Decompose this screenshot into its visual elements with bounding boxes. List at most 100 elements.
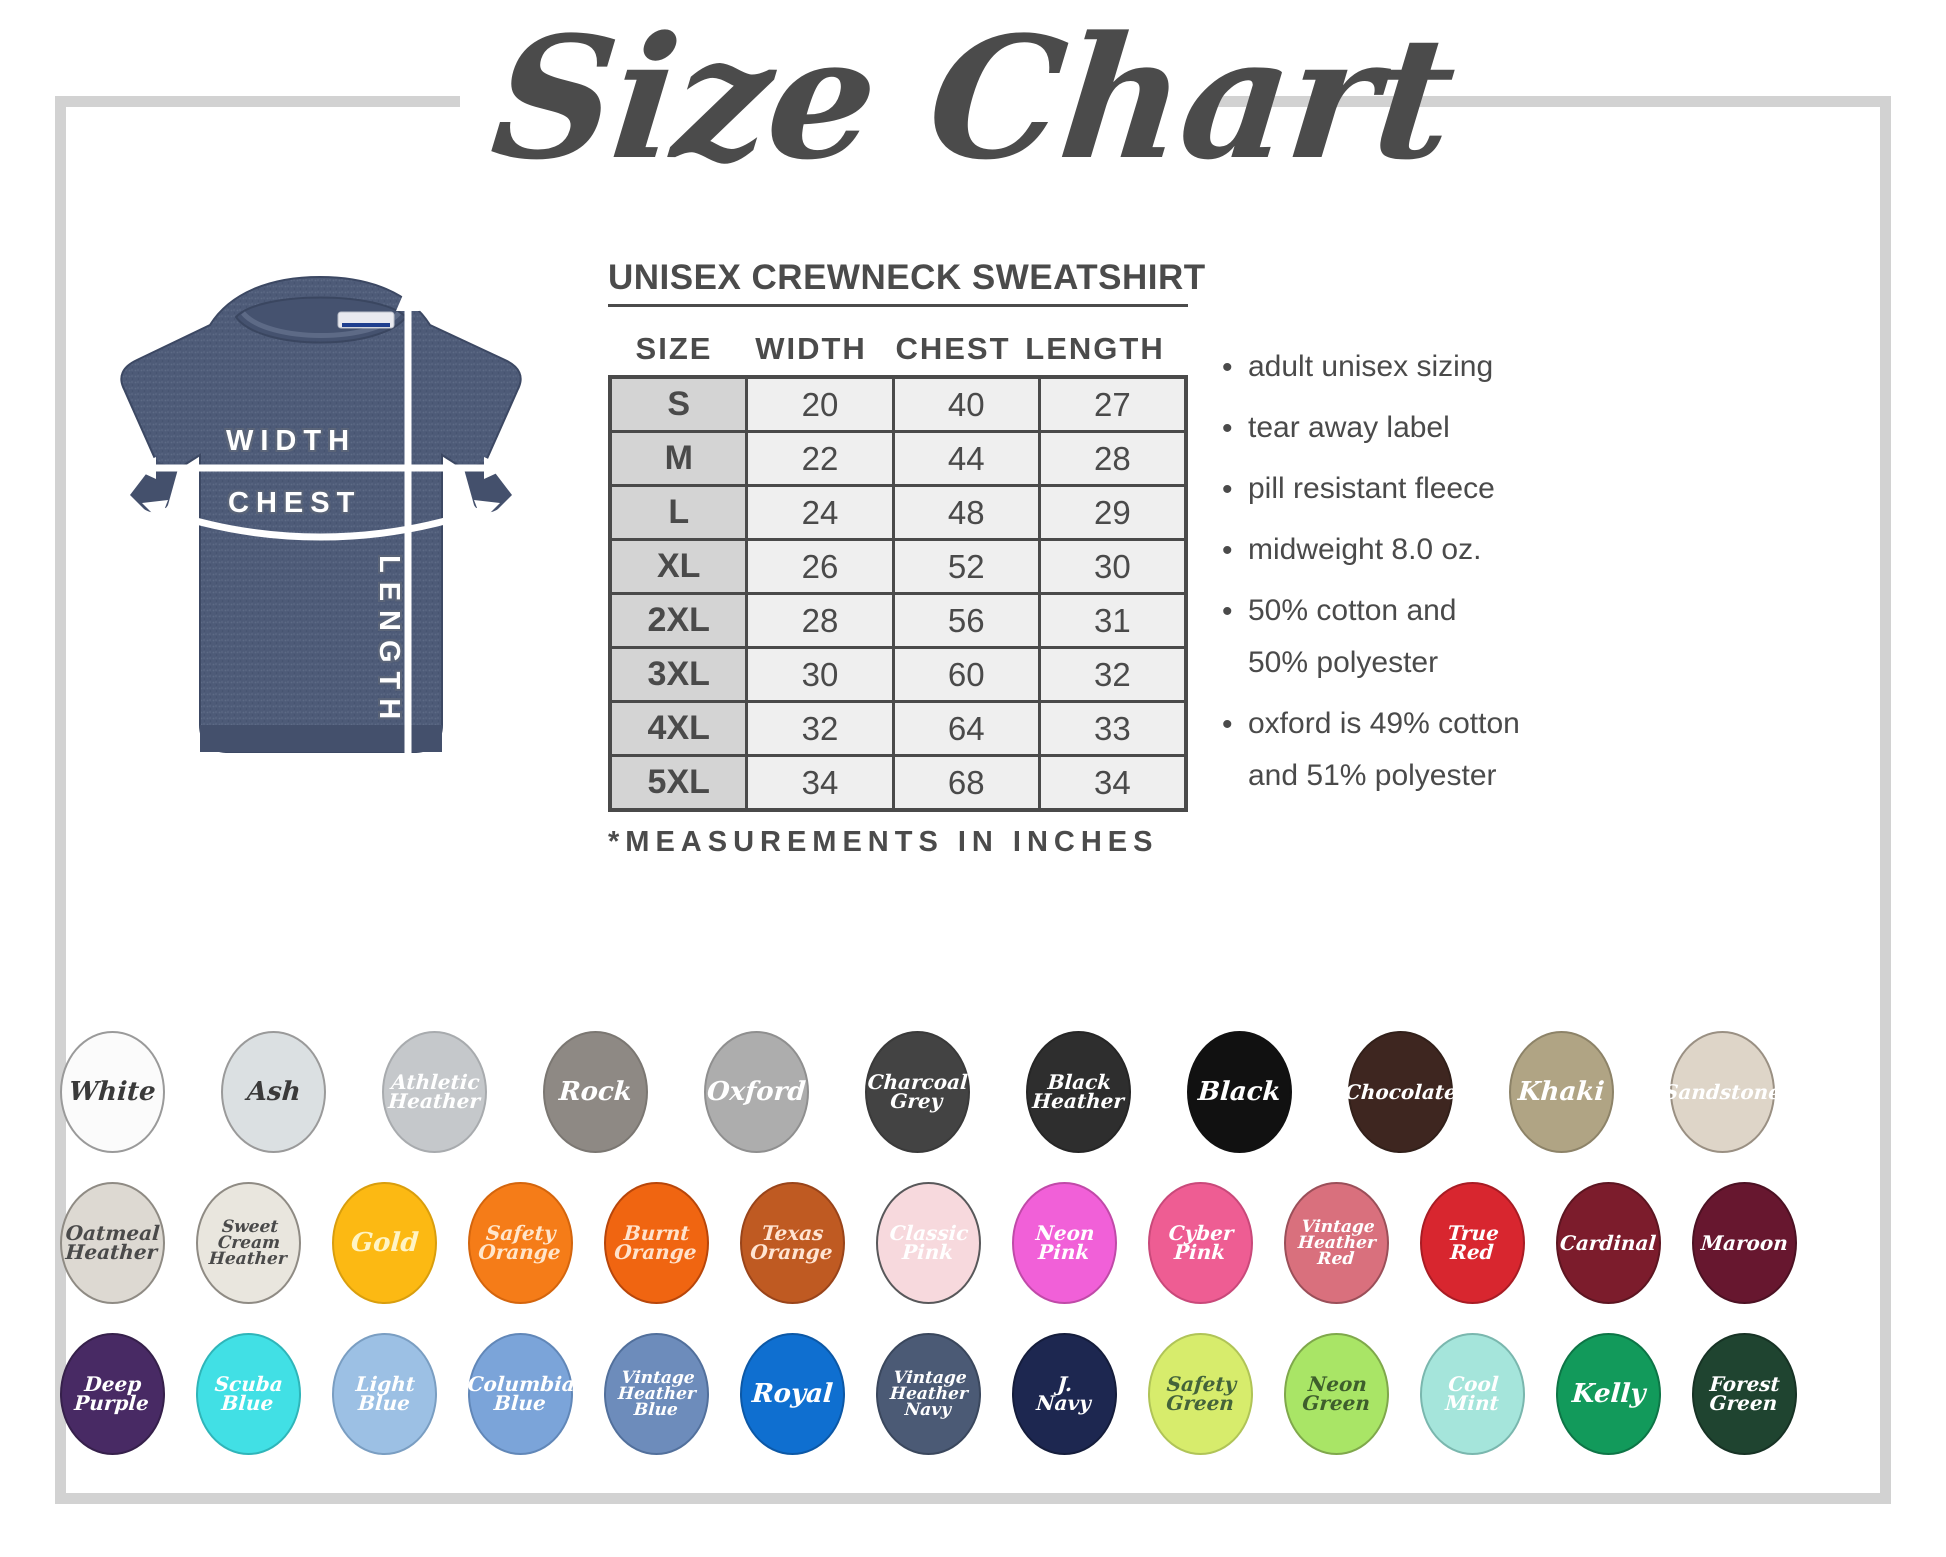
color-swatch-vintage-heather-navy[interactable]: Vintage Heather Navy bbox=[876, 1333, 981, 1455]
swatch-row: Deep Purple Scuba Blue Light Blue Columbia Blue… bbox=[60, 1320, 1890, 1468]
feature-item: • pill resistant fleece bbox=[1222, 472, 1642, 506]
color-swatch-safety-green[interactable]: Safety Green bbox=[1148, 1333, 1253, 1455]
swatch-label: Chocolate bbox=[1343, 1079, 1458, 1104]
swatch-label: True Red bbox=[1446, 1221, 1500, 1264]
color-swatch-columbia-blue[interactable]: Columbia Blue bbox=[467, 1333, 576, 1455]
feature-item: • oxford is 49% cotton and 51% polyester bbox=[1222, 709, 1642, 791]
table-cell-chest: 44 bbox=[891, 430, 1041, 487]
color-swatch-cyber-pink[interactable]: Cyber Pink bbox=[1148, 1182, 1253, 1304]
color-swatch-scuba-blue[interactable]: Scuba Blue bbox=[196, 1333, 301, 1455]
swatch-label: J. Navy bbox=[1035, 1372, 1092, 1415]
color-swatch-black[interactable]: Black bbox=[1187, 1031, 1292, 1153]
color-swatch-classic-pink[interactable]: Classic Pink bbox=[876, 1182, 981, 1304]
table-cell-chest: 68 bbox=[891, 754, 1041, 812]
color-swatch-kelly[interactable]: Kelly bbox=[1556, 1333, 1661, 1455]
swatch-label: Safety Orange bbox=[477, 1221, 562, 1264]
feature-text: oxford is 49% cotton bbox=[1248, 707, 1520, 740]
color-swatch-neon-pink[interactable]: Neon Pink bbox=[1012, 1182, 1117, 1304]
color-swatch-charcoal-grey[interactable]: Charcoal Grey bbox=[865, 1031, 970, 1153]
table-row: S 20 40 27 bbox=[608, 375, 1188, 433]
color-swatch-white[interactable]: White bbox=[60, 1031, 165, 1153]
color-swatch-black-heather[interactable]: Black Heather bbox=[1026, 1031, 1131, 1153]
swatch-label: Deep Purple bbox=[73, 1372, 150, 1415]
swatch-label: Forest Green bbox=[1709, 1372, 1782, 1415]
swatch-label: Royal bbox=[751, 1378, 834, 1409]
length-dimension-label: LENGTH bbox=[373, 555, 405, 729]
color-swatch-oatmeal-heather[interactable]: Oatmeal Heather bbox=[60, 1182, 165, 1304]
bullet-icon: • bbox=[1222, 412, 1233, 445]
table-cell-length: 34 bbox=[1037, 754, 1188, 812]
color-swatch-forest-green[interactable]: Forest Green bbox=[1692, 1333, 1797, 1455]
color-swatch-safety-orange[interactable]: Safety Orange bbox=[468, 1182, 573, 1304]
size-table-block: UNISEX CREWNECK SWEATSHIRT SIZE WIDTH CH… bbox=[608, 258, 1205, 859]
table-cell-width: 26 bbox=[745, 538, 895, 595]
color-swatch-vintage-heather-blue[interactable]: Vintage Heather Blue bbox=[604, 1333, 709, 1455]
table-cell-chest: 60 bbox=[891, 646, 1041, 703]
color-swatch-true-red[interactable]: True Red bbox=[1420, 1182, 1525, 1304]
frame-gap-right bbox=[1080, 80, 1200, 120]
table-row: 2XL 28 56 31 bbox=[608, 592, 1188, 649]
table-cell-size: 2XL bbox=[608, 592, 749, 649]
color-swatch-maroon[interactable]: Maroon bbox=[1692, 1182, 1797, 1304]
color-swatch-texas-orange[interactable]: Texas Orange bbox=[740, 1182, 845, 1304]
swatch-label: Safety Green bbox=[1165, 1372, 1237, 1415]
table-cell-width: 34 bbox=[745, 754, 895, 812]
color-swatch-vintage-heather-red[interactable]: Vintage Heather Red bbox=[1284, 1182, 1389, 1304]
color-swatch-j-navy[interactable]: J. Navy bbox=[1012, 1333, 1117, 1455]
color-swatch-burnt-orange[interactable]: Burnt Orange bbox=[604, 1182, 709, 1304]
frame-gap-left bbox=[460, 80, 1100, 120]
color-swatch-sweet-cream-heather[interactable]: Sweet Cream Heather bbox=[196, 1182, 301, 1304]
column-header-length: LENGTH bbox=[1025, 331, 1165, 366]
color-swatch-light-blue[interactable]: Light Blue bbox=[332, 1333, 437, 1455]
swatch-label: Neon Pink bbox=[1034, 1221, 1096, 1264]
table-cell-width: 24 bbox=[745, 484, 895, 541]
swatch-label: Black Heather bbox=[1031, 1070, 1125, 1113]
swatch-row: Oatmeal Heather Sweet Cream Heather Gold Safet… bbox=[60, 1169, 1890, 1317]
swatch-label: Burnt Orange bbox=[613, 1221, 698, 1264]
feature-text: adult unisex sizing bbox=[1248, 350, 1494, 383]
swatch-label: Oatmeal Heather bbox=[65, 1221, 162, 1264]
table-cell-size: XL bbox=[608, 538, 749, 595]
bullet-icon: • bbox=[1222, 473, 1233, 506]
color-swatch-neon-green[interactable]: Neon Green bbox=[1284, 1333, 1389, 1455]
color-swatch-gold[interactable]: Gold bbox=[332, 1182, 437, 1304]
swatch-label: White bbox=[68, 1076, 157, 1107]
color-swatch-oxford[interactable]: Oxford bbox=[704, 1031, 809, 1153]
table-cell-length: 33 bbox=[1037, 700, 1188, 757]
table-cell-width: 32 bbox=[745, 700, 895, 757]
color-swatch-deep-purple[interactable]: Deep Purple bbox=[60, 1333, 165, 1455]
swatch-label: Cyber Pink bbox=[1167, 1221, 1235, 1264]
table-cell-size: 4XL bbox=[608, 700, 749, 757]
table-cell-width: 28 bbox=[745, 592, 895, 649]
column-header-chest: CHEST bbox=[895, 331, 1011, 366]
table-cell-chest: 40 bbox=[891, 375, 1041, 433]
table-cell-width: 30 bbox=[745, 646, 895, 703]
color-swatch-athletic-heather[interactable]: Athletic Heather bbox=[382, 1031, 487, 1153]
page-title-wrap: Size Chart bbox=[0, 0, 1946, 197]
swatch-row: White Ash Athletic Heather Rock Oxford Charcoa… bbox=[60, 1018, 1890, 1166]
table-cell-size: L bbox=[608, 484, 749, 541]
swatch-label: Khaki bbox=[1517, 1076, 1606, 1107]
feature-text: pill resistant fleece bbox=[1248, 472, 1495, 505]
swatch-label: Columbia Blue bbox=[466, 1372, 576, 1415]
swatch-label: Neon Green bbox=[1301, 1372, 1371, 1415]
color-swatch-khaki[interactable]: Khaki bbox=[1509, 1031, 1614, 1153]
swatch-label: Rock bbox=[558, 1076, 633, 1107]
feature-item: • 50% cotton and 50% polyester bbox=[1222, 596, 1642, 678]
feature-text-continued: 50% polyester bbox=[1248, 646, 1439, 679]
sweatshirt-diagram: WIDTH CHEST LENGTH bbox=[80, 255, 560, 815]
table-cell-length: 31 bbox=[1037, 592, 1188, 649]
feature-text-continued: and 51% polyester bbox=[1248, 759, 1497, 792]
size-table: S 20 40 27 M 22 44 28 L 24 48 29 XL 26 52 30 2XL 28 56 31 3X… bbox=[608, 375, 1188, 812]
color-swatch-cool-mint[interactable]: Cool Mint bbox=[1420, 1333, 1525, 1455]
color-swatch-rock[interactable]: Rock bbox=[543, 1031, 648, 1153]
table-cell-chest: 52 bbox=[891, 538, 1041, 595]
color-swatch-royal[interactable]: Royal bbox=[740, 1333, 845, 1455]
color-swatch-sandstone[interactable]: Sandstone bbox=[1663, 1031, 1782, 1153]
color-swatch-cardinal[interactable]: Cardinal bbox=[1556, 1182, 1661, 1304]
feature-list: • adult unisex sizing • tear away label • pil… bbox=[1222, 352, 1642, 822]
swatch-label: Cardinal bbox=[1559, 1230, 1658, 1255]
table-cell-size: S bbox=[608, 375, 749, 433]
color-swatch-ash[interactable]: Ash bbox=[221, 1031, 326, 1153]
color-swatch-chocolate[interactable]: Chocolate bbox=[1344, 1031, 1457, 1153]
